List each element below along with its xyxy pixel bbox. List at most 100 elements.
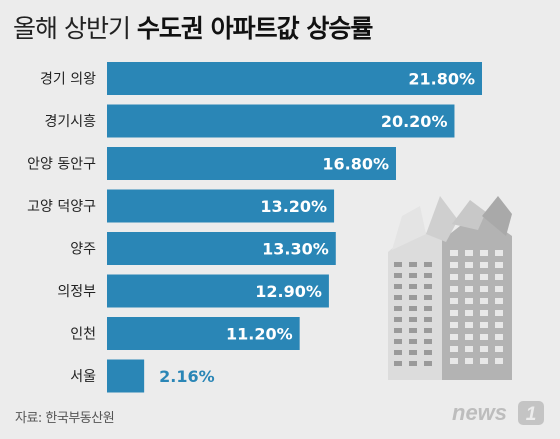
value-label: 12.90% (255, 282, 322, 301)
building-window (409, 361, 417, 366)
building-shape (442, 212, 512, 380)
building-window (480, 262, 488, 268)
building-window (409, 262, 417, 267)
building-window (495, 310, 503, 316)
category-label: 인천 (70, 327, 96, 343)
building-window (495, 358, 503, 364)
building-window (480, 346, 488, 352)
building-window (424, 328, 432, 333)
building-window (480, 334, 488, 340)
bar (107, 62, 482, 95)
category-label: 서울 (70, 369, 96, 385)
title-prefix: 올해 상반기 (13, 14, 137, 43)
building-window (424, 306, 432, 311)
building-window (480, 286, 488, 292)
category-label: 경기시흥 (44, 114, 96, 130)
building-window (394, 273, 402, 278)
category-label: 안양 동안구 (27, 157, 96, 173)
title-main: 수도권 아파트값 상승률 (136, 14, 373, 43)
value-label: 16.80% (322, 155, 389, 174)
building-shape (482, 196, 512, 236)
building-shape (426, 196, 458, 242)
building-window (409, 317, 417, 322)
category-label: 양주 (70, 242, 96, 258)
building-window (394, 295, 402, 300)
value-label: 11.20% (226, 325, 293, 344)
building-window (465, 334, 473, 340)
bar (107, 317, 300, 350)
value-label: 20.20% (381, 112, 448, 131)
building-window (465, 262, 473, 268)
building-window (450, 250, 458, 256)
building-window (495, 262, 503, 268)
building-window (394, 306, 402, 311)
building-window (465, 322, 473, 328)
building-window (409, 306, 417, 311)
building-window (394, 317, 402, 322)
building-window (450, 310, 458, 316)
building-illustration (388, 196, 512, 380)
value-label: 2.16% (159, 367, 215, 386)
value-label: 13.30% (262, 240, 329, 259)
bar (107, 189, 335, 223)
building-window (424, 350, 432, 355)
building-window (450, 274, 458, 280)
building-window (409, 284, 417, 289)
building-window (495, 286, 503, 292)
building-window (480, 298, 488, 304)
building-window (450, 358, 458, 364)
building-shape (392, 206, 426, 250)
bar (107, 359, 145, 393)
building-window (450, 346, 458, 352)
building-window (465, 298, 473, 304)
building-window (480, 322, 488, 328)
building-window (409, 273, 417, 278)
bar (107, 104, 455, 138)
building-window (424, 262, 432, 267)
building-window (495, 298, 503, 304)
building-window (450, 334, 458, 340)
category-label: 고양 덕양구 (27, 199, 96, 215)
bar (107, 274, 329, 308)
building-window (424, 339, 432, 344)
building-window (450, 298, 458, 304)
building-window (409, 328, 417, 333)
bars-group: 경기 의왕 21.80% 경기시흥 20.20% 안양 동안구 16.80% 고양 덕양구 1… (27, 62, 482, 393)
building-window (394, 339, 402, 344)
category-label: 경기 의왕 (40, 72, 96, 88)
building-window (394, 284, 402, 289)
source-note: 자료: 한국부동산원 (15, 411, 115, 426)
building-window (450, 262, 458, 268)
building-window (495, 334, 503, 340)
building-window (465, 274, 473, 280)
building-window (450, 322, 458, 328)
building-window (409, 339, 417, 344)
building-window (394, 262, 402, 267)
building-window (424, 295, 432, 300)
building-window (394, 350, 402, 355)
value-label: 13.20% (260, 197, 327, 216)
building-window (409, 295, 417, 300)
building-window (424, 273, 432, 278)
building-window (495, 346, 503, 352)
building-window (495, 250, 503, 256)
building-shape (452, 200, 486, 230)
building-window (465, 346, 473, 352)
building-window (394, 328, 402, 333)
building-window (480, 250, 488, 256)
building-window (465, 250, 473, 256)
chart-title: 올해 상반기 수도권 아파트값 상승률 (13, 9, 373, 49)
building-window (480, 358, 488, 364)
building-window (480, 310, 488, 316)
building-window (495, 322, 503, 328)
building-window (424, 361, 432, 366)
logo-mark: 1 (526, 404, 537, 425)
logo-badge (518, 401, 544, 425)
bar (107, 232, 336, 265)
building-window (465, 310, 473, 316)
building-window (480, 274, 488, 280)
category-label: 의정부 (57, 284, 96, 300)
logo-text: news (452, 400, 507, 425)
building-window (409, 350, 417, 355)
